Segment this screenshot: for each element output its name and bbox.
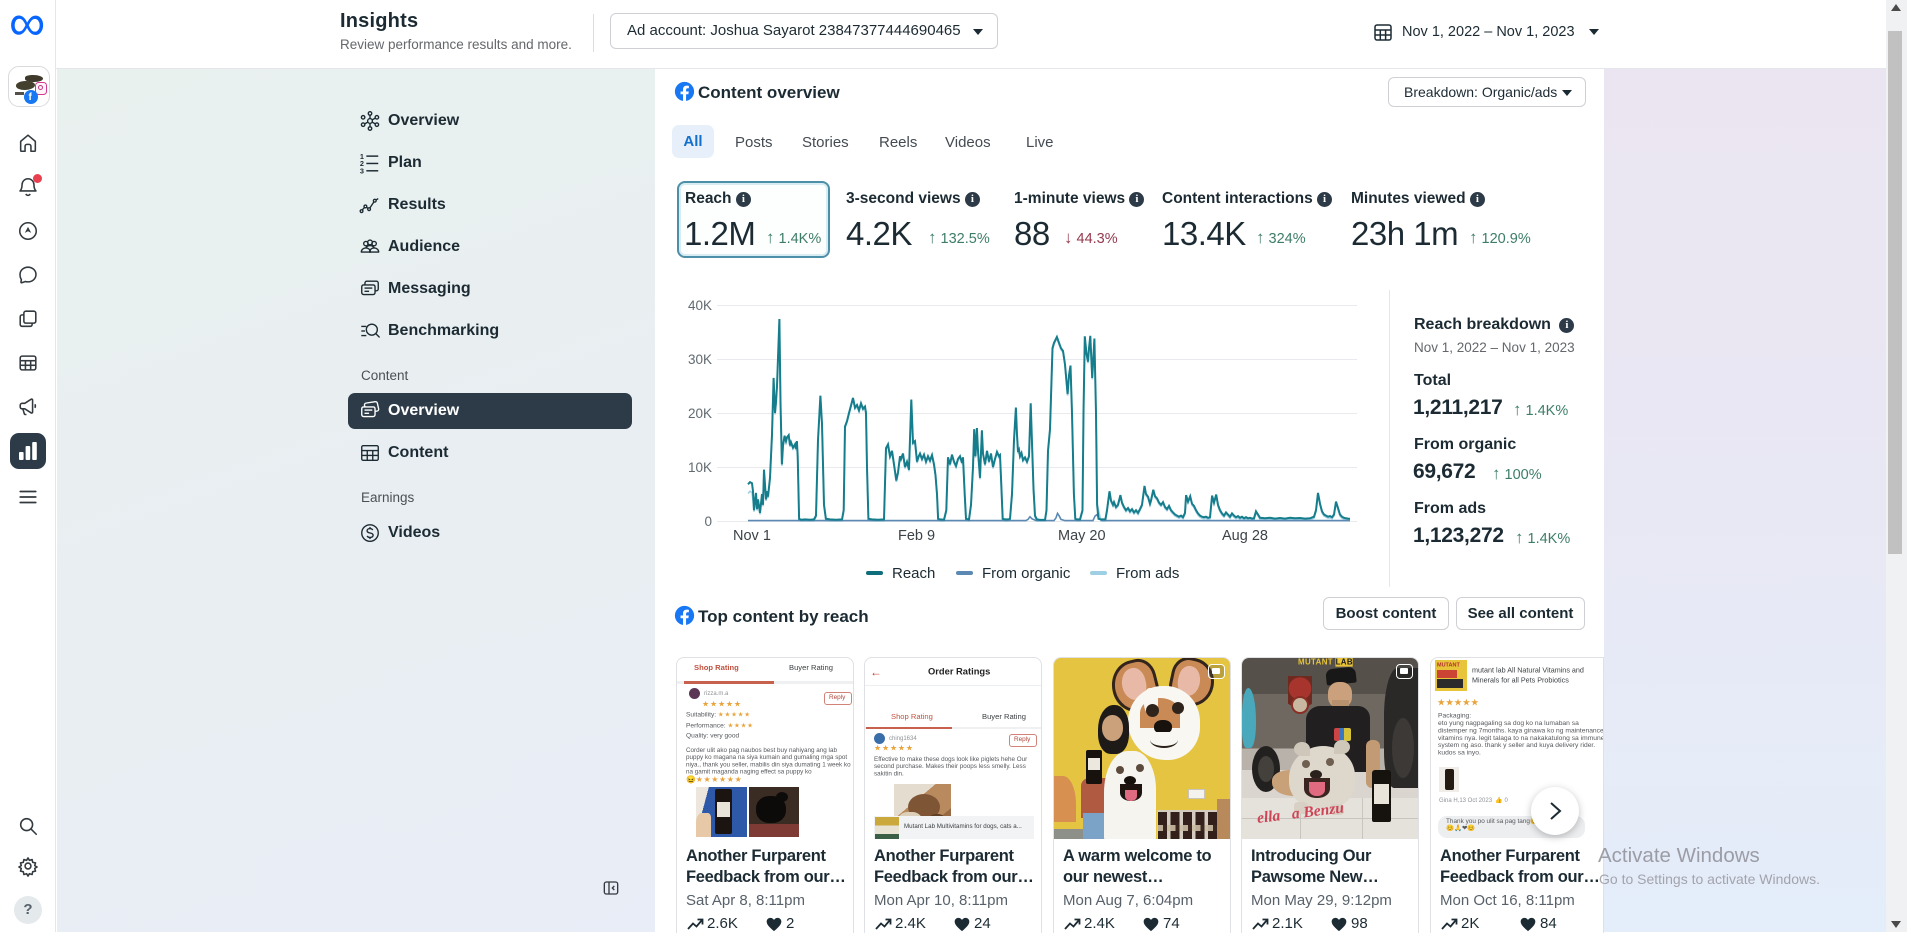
svg-text:3: 3 <box>360 167 364 174</box>
svg-text:1: 1 <box>360 152 364 161</box>
svg-text:2: 2 <box>360 159 364 168</box>
